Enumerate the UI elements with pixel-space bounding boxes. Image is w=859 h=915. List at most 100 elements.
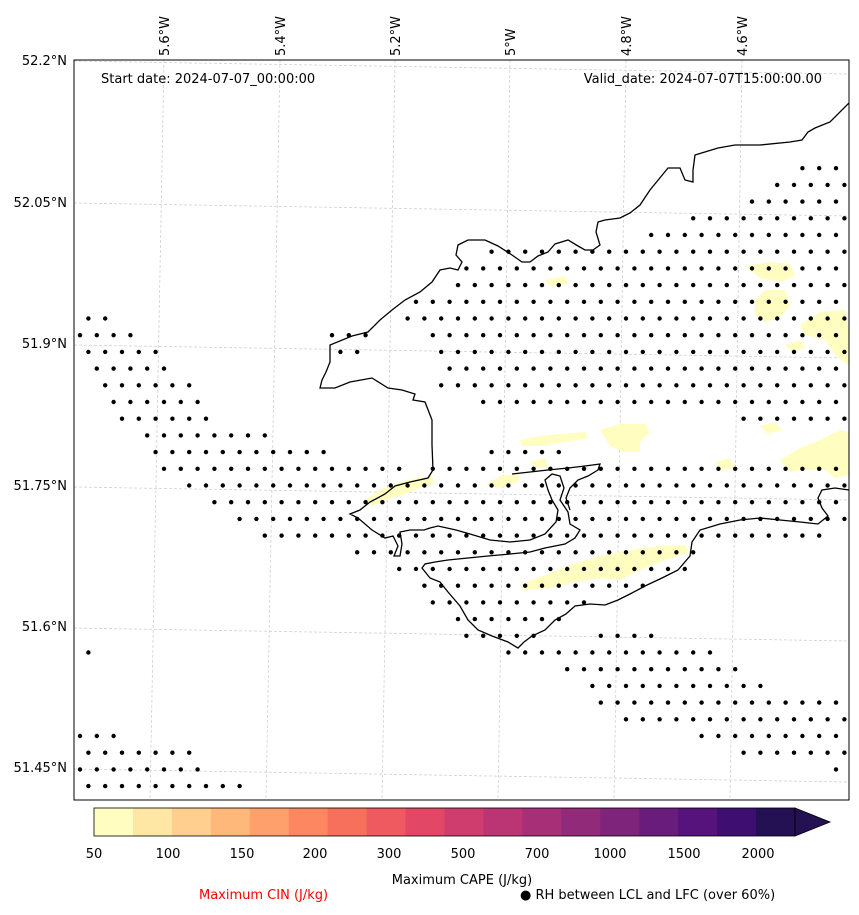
rh-dot [556,282,561,288]
rh-dot [464,500,469,505]
rh-dot [556,583,561,588]
rh-dot [674,316,679,321]
rh-dot [657,650,662,655]
rh-dot [556,550,561,555]
rh-dot [632,633,637,638]
rh-dot [262,500,267,505]
rh-dot [842,717,847,722]
cape-patch-east-1 [760,422,782,434]
rh-dot [229,433,234,438]
rh-dot [775,383,780,388]
rh-dot [733,500,738,505]
rh-dot [699,733,704,739]
lat-label-51-45n: 51.45°N [14,761,67,776]
rh-dot [791,249,797,254]
rh-dot [346,500,351,505]
rh-dot [581,299,587,304]
rh-dot [506,516,511,522]
rh-dot [733,232,738,238]
rh-dot [397,466,402,471]
rh-dot [590,683,595,689]
rh-dot [775,316,780,321]
rh-dot [128,399,133,405]
rh-dot [825,316,830,321]
rh-dot [464,633,469,638]
rh-dot [691,249,696,254]
rh-dot [741,483,746,488]
rh-dot [254,516,259,522]
rh-dot [741,216,746,221]
cape-patch-south [520,545,690,590]
rh-dot [640,316,645,321]
rh-dot [447,600,452,605]
rh-dot [691,550,696,555]
rh-dot [800,333,805,338]
rh-dot [783,266,788,271]
rh-dot [665,232,671,238]
rh-dot [707,249,713,254]
rh-dot [203,783,209,789]
rh-dot [632,466,637,471]
rh-dot [842,383,847,388]
rh-dot [539,483,545,488]
rh-dot [573,316,578,321]
rh-dot [338,349,343,355]
rh-dot [615,299,620,304]
rh-dot [497,399,503,405]
rh-dot [136,783,141,789]
rh-dot [632,299,637,304]
rh-dot [791,416,797,421]
rh-dot [161,767,167,772]
rh-dot [682,399,687,405]
rh-dot [749,500,755,505]
rh-dot [758,717,763,722]
rh-dot [86,750,91,755]
rh-dot [733,667,738,672]
cape-patch-east-2 [780,430,849,478]
rh-dot [271,449,276,455]
rh-dot [405,550,410,555]
rh-dot [607,249,612,254]
rh-dot [649,667,654,672]
rh-dot [783,700,788,705]
rh-dot [472,383,477,388]
rh-dot [153,449,158,455]
rh-dot [649,700,654,705]
rh-dot [271,483,276,488]
rh-dot [749,299,755,304]
rh-dot [119,383,125,388]
rh-dot [548,533,553,538]
rh-dot [615,399,620,405]
parallel-52-05n [74,202,849,217]
rh-dot [506,583,511,588]
rh-dot [170,783,175,789]
rh-dot [145,767,150,772]
rh-dot [817,232,822,238]
rh-dot [674,516,679,522]
rh-dot [329,466,335,471]
rh-dot [464,533,469,538]
rh-dot [623,516,629,522]
rh-dot [355,349,360,355]
cape-colorbar [93,807,832,837]
rh-dot [430,600,435,605]
rh-dot [464,266,469,271]
rh-dot [439,550,444,555]
rh-dot [455,316,461,321]
rh-dot [632,566,637,572]
rh-dot [472,550,477,555]
rh-dot [514,366,519,371]
parallel-51-9n [74,344,849,359]
rh-dot [766,500,771,505]
rh-dot [682,366,687,371]
rh-dot [707,316,713,321]
rh-dot [103,383,108,388]
rh-dot [430,566,435,572]
rh-dot [791,717,797,722]
rh-dot [724,717,729,722]
rh-dot [86,783,91,789]
parallel-51-6n [74,627,849,642]
rh-dot [598,566,603,572]
rh-dot [590,516,595,522]
rh-dot [464,366,469,371]
